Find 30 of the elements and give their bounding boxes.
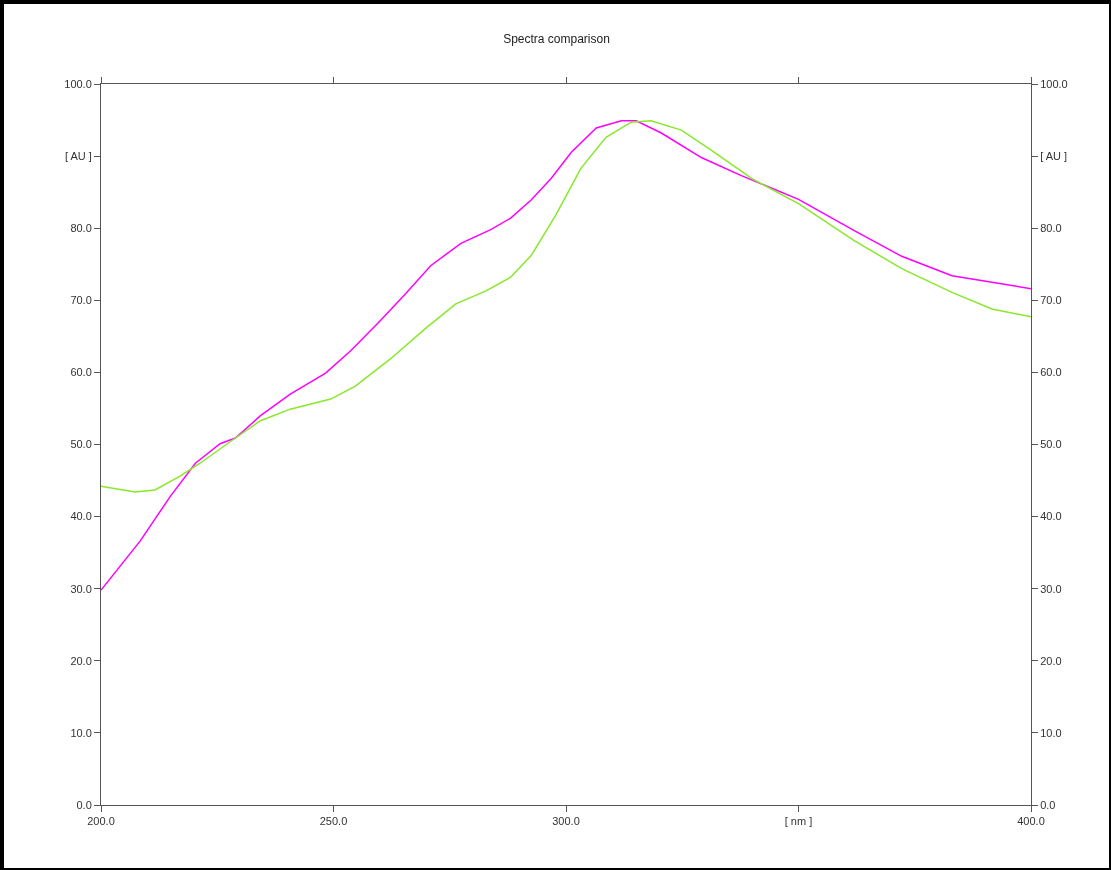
x-tick-label: [ nm ] xyxy=(784,815,813,828)
y-tick-label: 30.0 xyxy=(70,582,92,595)
y2-tick-label: 60.0 xyxy=(1040,366,1062,379)
y2-tick-label: [ AU ] xyxy=(1040,149,1068,162)
y2-tick-label: 40.0 xyxy=(1040,510,1062,523)
y2-tick-label: 80.0 xyxy=(1040,222,1062,235)
y2-tick-label: 50.0 xyxy=(1040,438,1062,451)
x-tick-label: 200.0 xyxy=(87,815,115,828)
y-tick-label: 0.0 xyxy=(76,798,92,811)
y-tick-label: 40.0 xyxy=(70,510,92,523)
y-tick-label: [ AU ] xyxy=(64,149,92,162)
y-tick-label: 70.0 xyxy=(70,294,92,307)
x-tick-label: 400.0 xyxy=(1017,815,1045,828)
line-series xyxy=(101,120,1031,591)
y-tick-label: 50.0 xyxy=(70,438,92,451)
y-tick-label: 10.0 xyxy=(70,726,92,739)
y-tick-label: 80.0 xyxy=(70,222,92,235)
y2-tick-label: 20.0 xyxy=(1040,654,1062,667)
y-tick-label: 60.0 xyxy=(70,366,92,379)
y-tick-label: 100.0 xyxy=(64,77,92,90)
y2-tick-label: 30.0 xyxy=(1040,582,1062,595)
x-tick-label: 300.0 xyxy=(552,815,580,828)
y2-tick-label: 0.0 xyxy=(1040,798,1056,811)
x-tick-label: 250.0 xyxy=(319,815,348,828)
y2-tick-label: 10.0 xyxy=(1040,726,1062,739)
y-tick-label: 20.0 xyxy=(70,654,92,667)
y2-tick-label: 100.0 xyxy=(1040,77,1068,90)
line-series xyxy=(101,120,1031,493)
y2-tick-label: 70.0 xyxy=(1040,294,1062,307)
chart-title: Spectra comparison xyxy=(503,31,610,46)
